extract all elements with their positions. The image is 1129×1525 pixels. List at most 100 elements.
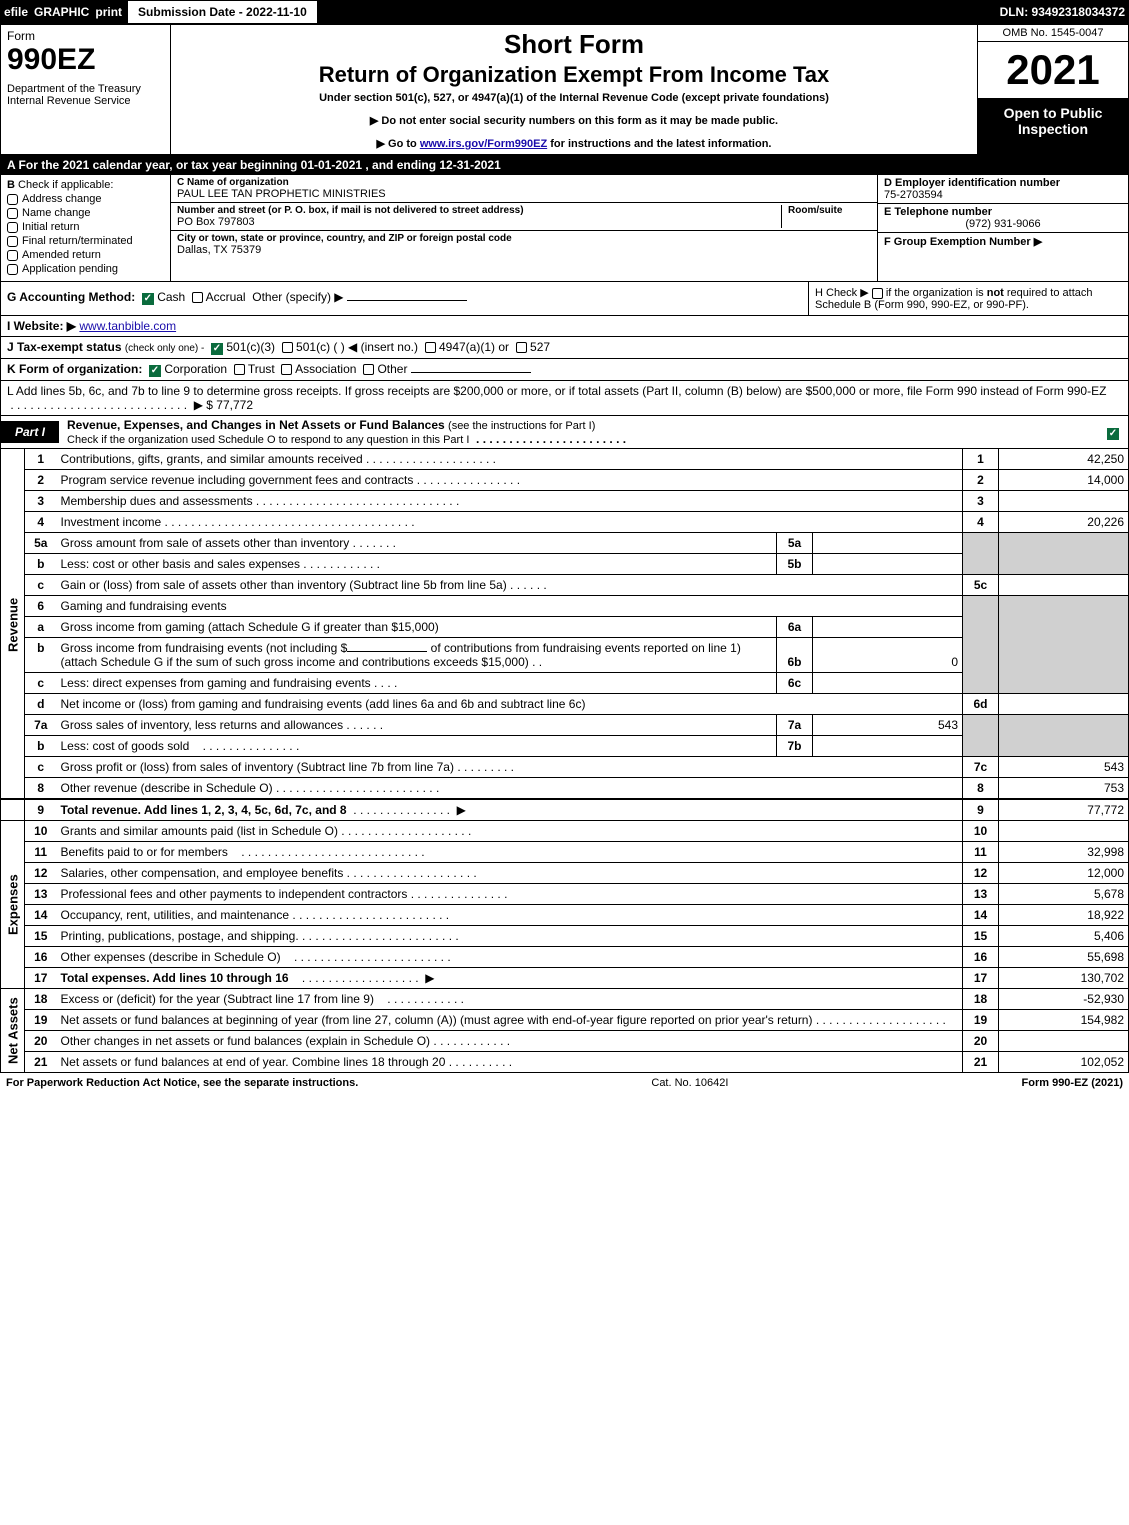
ln13-amt: 5,678 bbox=[999, 884, 1129, 905]
line-i: I Website: ▶ www.tanbible.com bbox=[0, 316, 1129, 337]
ln16-desc: Other expenses (describe in Schedule O) … bbox=[57, 947, 963, 968]
ln13-num: 13 bbox=[25, 884, 57, 905]
lbl-address-change: Address change bbox=[22, 193, 102, 205]
ln6c-desc: Less: direct expenses from gaming and fu… bbox=[57, 673, 777, 694]
l-amount: $ 77,772 bbox=[206, 398, 253, 412]
table-row: b Gross income from fundraising events (… bbox=[1, 638, 1129, 673]
c-name-label: C Name of organization bbox=[177, 177, 871, 188]
h-not: not bbox=[987, 287, 1004, 299]
ln2-num: 2 bbox=[25, 470, 57, 491]
website-link[interactable]: www.tanbible.com bbox=[79, 319, 176, 333]
ln6-num: 6 bbox=[25, 596, 57, 617]
chk-app-pending[interactable] bbox=[7, 264, 18, 275]
table-row: 7a Gross sales of inventory, less return… bbox=[1, 715, 1129, 736]
ln1-num: 1 bbox=[25, 449, 57, 470]
ln7c-box: 7c bbox=[963, 757, 999, 778]
line-l: L Add lines 5b, 6c, and 7b to line 9 to … bbox=[0, 381, 1129, 416]
j-sub: (check only one) - bbox=[125, 343, 204, 354]
ln9-box: 9 bbox=[963, 799, 999, 821]
chk-501c[interactable] bbox=[282, 342, 293, 353]
city-value: Dallas, TX 75379 bbox=[177, 244, 871, 256]
ln20-desc: Other changes in net assets or fund bala… bbox=[57, 1031, 963, 1052]
chk-part1-sched-o[interactable]: ✓ bbox=[1107, 428, 1119, 440]
chk-assoc[interactable] bbox=[281, 364, 292, 375]
ein-value: 75-2703594 bbox=[884, 189, 1122, 201]
efile-link[interactable]: efile bbox=[4, 5, 28, 19]
ln5b-desc: Less: cost or other basis and sales expe… bbox=[57, 554, 777, 575]
ln7c-desc: Gross profit or (loss) from sales of inv… bbox=[57, 757, 963, 778]
chk-527[interactable] bbox=[516, 342, 527, 353]
ln7a-sub: 7a bbox=[777, 715, 813, 736]
ln2-box: 2 bbox=[963, 470, 999, 491]
org-name: PAUL LEE TAN PROPHETIC MINISTRIES bbox=[177, 188, 871, 200]
lbl-app-pending: Application pending bbox=[22, 263, 118, 275]
chk-accrual[interactable] bbox=[192, 292, 203, 303]
part1-lines-table: Revenue 1 Contributions, gifts, grants, … bbox=[0, 449, 1129, 1073]
ln12-desc: Salaries, other compensation, and employ… bbox=[57, 863, 963, 884]
k-label: K Form of organization: bbox=[7, 362, 142, 376]
ln10-amt bbox=[999, 821, 1129, 842]
dept-label: Department of the Treasury Internal Reve… bbox=[7, 83, 164, 107]
ln13-desc: Professional fees and other payments to … bbox=[57, 884, 963, 905]
ln11-amt: 32,998 bbox=[999, 842, 1129, 863]
ln20-box: 20 bbox=[963, 1031, 999, 1052]
chk-address-change[interactable] bbox=[7, 194, 18, 205]
table-row: b Less: cost or other basis and sales ex… bbox=[1, 554, 1129, 575]
ln6-desc: Gaming and fundraising events bbox=[57, 596, 963, 617]
ln4-desc: Investment income . . . . . . . . . . . … bbox=[57, 512, 963, 533]
chk-final-return[interactable] bbox=[7, 236, 18, 247]
table-row: 16 Other expenses (describe in Schedule … bbox=[1, 947, 1129, 968]
chk-cash[interactable]: ✓ bbox=[142, 293, 154, 305]
ln8-desc: Other revenue (describe in Schedule O) .… bbox=[57, 778, 963, 800]
chk-amended-return[interactable] bbox=[7, 250, 18, 261]
section-b: B Check if applicable: Address change Na… bbox=[1, 175, 171, 281]
other-org-input[interactable] bbox=[411, 372, 531, 373]
lbl-501c3: 501(c)(3) bbox=[226, 340, 275, 354]
ln6b-blank[interactable] bbox=[347, 651, 427, 652]
ln1-amt: 42,250 bbox=[999, 449, 1129, 470]
ln8-amt: 753 bbox=[999, 778, 1129, 800]
ln12-num: 12 bbox=[25, 863, 57, 884]
table-row: c Gain or (loss) from sale of assets oth… bbox=[1, 575, 1129, 596]
ln3-desc: Membership dues and assessments . . . . … bbox=[57, 491, 963, 512]
table-row: 11 Benefits paid to or for members . . .… bbox=[1, 842, 1129, 863]
return-title: Return of Organization Exempt From Incom… bbox=[179, 62, 969, 88]
table-row: c Less: direct expenses from gaming and … bbox=[1, 673, 1129, 694]
chk-4947[interactable] bbox=[425, 342, 436, 353]
table-row: 4 Investment income . . . . . . . . . . … bbox=[1, 512, 1129, 533]
i-label: I Website: ▶ bbox=[7, 319, 76, 333]
lbl-corp: Corporation bbox=[164, 362, 227, 376]
ln16-box: 16 bbox=[963, 947, 999, 968]
ln19-desc: Net assets or fund balances at beginning… bbox=[57, 1010, 963, 1031]
ln10-desc: Grants and similar amounts paid (list in… bbox=[57, 821, 963, 842]
ln9-amt: 77,772 bbox=[999, 799, 1129, 821]
chk-other-org[interactable] bbox=[363, 364, 374, 375]
ln6d-desc: Net income or (loss) from gaming and fun… bbox=[57, 694, 963, 715]
table-row: 13 Professional fees and other payments … bbox=[1, 884, 1129, 905]
lbl-assoc: Association bbox=[295, 362, 356, 376]
ln5c-desc: Gain or (loss) from sale of assets other… bbox=[57, 575, 963, 596]
ln11-num: 11 bbox=[25, 842, 57, 863]
print-link[interactable]: print bbox=[95, 5, 122, 19]
other-method-input[interactable] bbox=[347, 300, 467, 301]
chk-name-change[interactable] bbox=[7, 208, 18, 219]
form-right-block: OMB No. 1545-0047 2021 Open to Public In… bbox=[978, 25, 1128, 154]
ln5c-num: c bbox=[25, 575, 57, 596]
ln2-desc: Program service revenue including govern… bbox=[57, 470, 963, 491]
chk-trust[interactable] bbox=[234, 364, 245, 375]
lbl-other-method: Other (specify) ▶ bbox=[252, 290, 343, 304]
h-pre: H Check ▶ bbox=[815, 287, 869, 299]
chk-corp[interactable]: ✓ bbox=[149, 365, 161, 377]
chk-initial-return[interactable] bbox=[7, 222, 18, 233]
chk-501c3[interactable]: ✓ bbox=[211, 343, 223, 355]
lbl-initial-return: Initial return bbox=[22, 221, 79, 233]
ln7b-num: b bbox=[25, 736, 57, 757]
table-row: Net Assets 18 Excess or (deficit) for th… bbox=[1, 989, 1129, 1010]
graphic-link[interactable]: GRAPHIC bbox=[34, 5, 89, 19]
irs-link[interactable]: www.irs.gov/Form990EZ bbox=[420, 138, 547, 150]
b-label: B bbox=[7, 179, 15, 191]
ln10-box: 10 bbox=[963, 821, 999, 842]
room-label: Room/suite bbox=[788, 205, 871, 216]
h-text: if the organization is bbox=[886, 287, 987, 299]
chk-h[interactable] bbox=[872, 288, 883, 299]
